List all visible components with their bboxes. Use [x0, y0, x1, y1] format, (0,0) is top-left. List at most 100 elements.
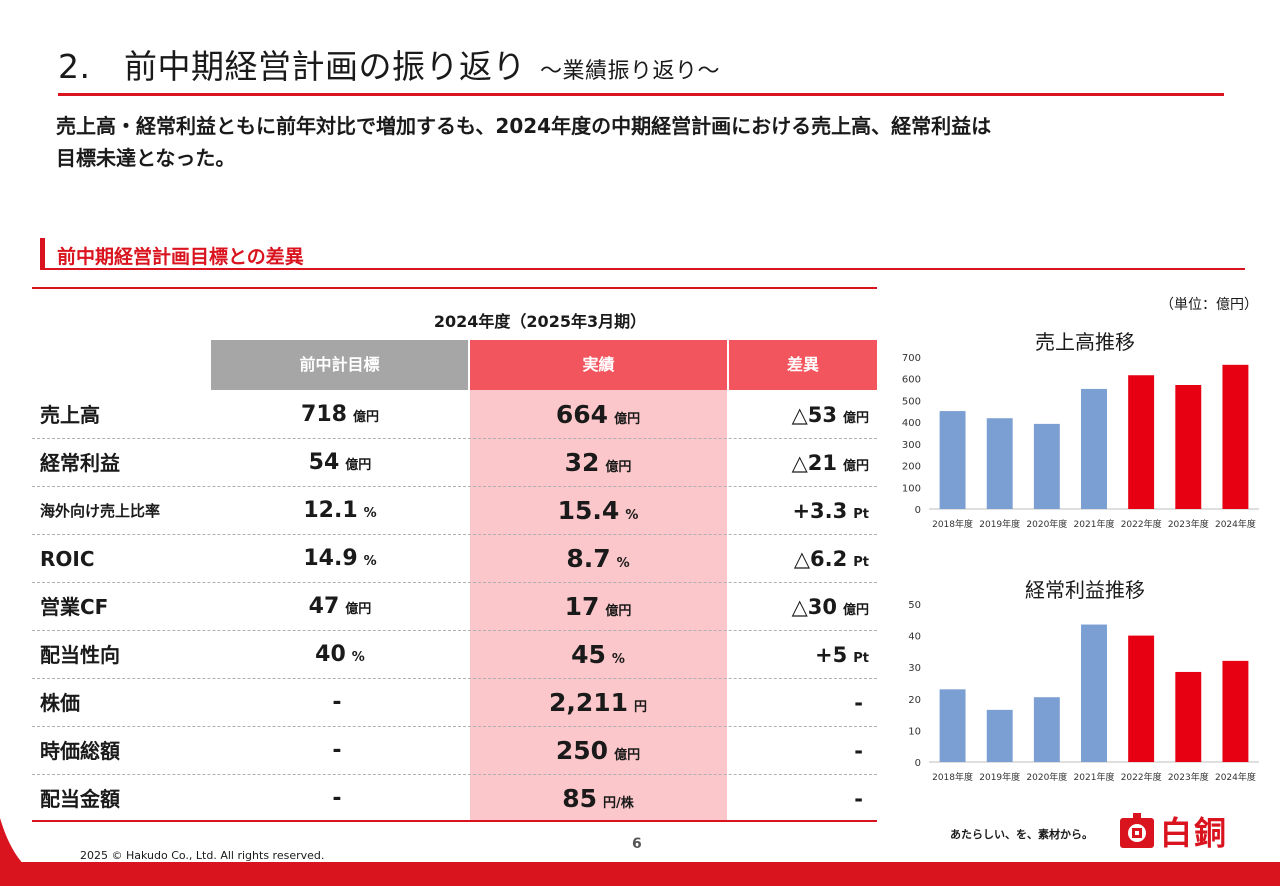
actual-cell-value: 8.7 [566, 544, 611, 573]
row-separator [32, 774, 877, 775]
diff-cell-value: +3.3 [792, 499, 848, 523]
summary-line-2: 目標未達となった。 [56, 146, 236, 170]
x-tick-label: 2022年度 [1121, 518, 1162, 530]
plan-cell: 47 億円 [212, 583, 468, 631]
copyright: 2025 © Hakudo Co., Ltd. All rights reser… [80, 849, 325, 862]
diff-cell: - [729, 727, 869, 775]
actual-cell: 45% [470, 631, 726, 679]
diff-cell-value: △30 [791, 595, 837, 619]
table-row: 営業CF 47 億円 17 億円 △30 億円 [32, 583, 877, 631]
x-tick-label: 2024年度 [1215, 518, 1256, 530]
section-marker [40, 238, 45, 270]
actual-cell-value: 250 [555, 736, 609, 765]
diff-cell: △21 億円 [729, 439, 869, 487]
actual-cell-unit: 億円 [605, 604, 632, 619]
diff-cell: △30 億円 [729, 583, 869, 631]
diff-cell-value: △21 [791, 451, 837, 475]
bar-2018年度 [939, 411, 966, 509]
table-row: 配当性向 40% 45% +5 Pt [32, 631, 877, 679]
x-tick-label: 2021年度 [1074, 518, 1115, 530]
diff-cell-value: △53 [791, 403, 837, 427]
x-tick-label: 2020年度 [1026, 771, 1067, 783]
plan-cell-value: 14.9 [303, 546, 358, 571]
company-logo-text: 白銅 [1160, 814, 1229, 852]
tagline: あたらしい、を、素材から。 [950, 828, 1093, 841]
table-top-rule [32, 287, 877, 289]
plan-cell-unit: 億円 [345, 458, 372, 473]
bar-2022年度 [1128, 375, 1155, 509]
y-tick-label: 400 [902, 418, 921, 429]
diff-cell-value: - [854, 691, 863, 715]
actual-cell-unit: 億円 [605, 460, 632, 475]
actual-cell: 2,211 円 [470, 679, 726, 727]
bar-2023年度 [1175, 385, 1202, 509]
plan-cell-unit: % [363, 554, 377, 569]
row-separator [32, 630, 877, 631]
row-label: 営業CF [40, 595, 109, 619]
diff-cell: +5 Pt [729, 631, 869, 679]
row-label: 時価総額 [40, 739, 120, 763]
plan-cell: - [212, 775, 468, 823]
row-separator [32, 678, 877, 679]
diff-cell: △53 億円 [729, 391, 869, 439]
x-tick-label: 2020年度 [1026, 518, 1067, 530]
summary-text: 売上高・経常利益ともに前年対比で増加するも、2024年度の中期経営計画における売… [56, 110, 1236, 174]
y-tick-label: 200 [902, 462, 921, 473]
plan-cell-value: 12.1 [303, 498, 358, 523]
title-main: 2. 前中期経営計画の振り返り [58, 47, 526, 86]
actual-cell: 250 億円 [470, 727, 726, 775]
section-title: 前中期経営計画目標との差異 [57, 246, 304, 268]
y-tick-label: 100 [902, 483, 921, 494]
table-row: 海外向け売上比率 12.1% 15.4% +3.3 Pt [32, 487, 877, 535]
bar-2018年度 [939, 689, 966, 762]
actual-cell-unit: % [616, 556, 630, 571]
actual-cell-value: 32 [564, 448, 600, 477]
x-tick-label: 2023年度 [1168, 518, 1209, 530]
diff-cell-unit: 億円 [842, 459, 869, 474]
y-tick-label: 700 [902, 353, 921, 364]
plan-cell: 12.1% [212, 487, 468, 535]
actual-cell: 15.4% [470, 487, 726, 535]
x-tick-label: 2019年度 [979, 518, 1020, 530]
row-separator [32, 486, 877, 487]
plan-cell-unit: % [363, 506, 377, 521]
actual-column-highlight [470, 390, 727, 820]
plan-cell-unit: % [351, 650, 365, 665]
row-label: 海外向け売上比率 [40, 502, 161, 520]
table-row: 配当金額 - 85 円/株 - [32, 775, 877, 823]
ordinary-profit-trend-chart: 0 10 20 30 40 50 2018年度 2019年度 2020年度 2021年度 2022年… [908, 600, 1259, 783]
x-tick-label: 2024年度 [1215, 771, 1256, 783]
y-tick-label: 50 [908, 600, 921, 611]
actual-cell-unit: 億円 [614, 412, 641, 427]
diff-cell-unit: Pt [853, 507, 869, 522]
plan-cell: 54 億円 [212, 439, 468, 487]
row-separator [32, 534, 877, 535]
plan-cell-value: - [332, 738, 342, 763]
row-label: ROIC [40, 547, 95, 571]
plan-cell-value: 47 [308, 594, 340, 619]
table-row: 時価総額 - 250 億円 - [32, 727, 877, 775]
sales-trend-chart: 0 100 200 300 400 500 600 700 2018年度 2019年度 2020年度… [902, 353, 1259, 530]
plan-cell-unit: 億円 [352, 410, 379, 425]
profit-chart-title: 経常利益推移 [1025, 578, 1145, 602]
plan-cell: 718 億円 [212, 391, 468, 439]
bar-2023年度 [1175, 671, 1202, 762]
bar-2024年度 [1222, 364, 1249, 509]
actual-cell-value: 15.4 [557, 496, 620, 525]
plan-cell: 40% [212, 631, 468, 679]
column-header-actual: 実績 [470, 340, 727, 390]
plan-cell: - [212, 679, 468, 727]
actual-cell-unit: 億円 [614, 748, 641, 763]
title-divider [58, 93, 1224, 96]
y-tick-label: 300 [902, 440, 921, 451]
bar-2024年度 [1222, 660, 1249, 762]
actual-cell: 664 億円 [470, 391, 726, 439]
plan-cell-value: 40 [315, 642, 346, 667]
plan-cell: - [212, 727, 468, 775]
x-tick-label: 2021年度 [1074, 771, 1115, 783]
actual-cell: 32 億円 [470, 439, 726, 487]
sales-chart-title: 売上高推移 [1035, 330, 1135, 354]
row-label: 売上高 [40, 403, 100, 427]
diff-cell-unit: Pt [853, 651, 869, 666]
y-tick-label: 0 [915, 505, 921, 516]
